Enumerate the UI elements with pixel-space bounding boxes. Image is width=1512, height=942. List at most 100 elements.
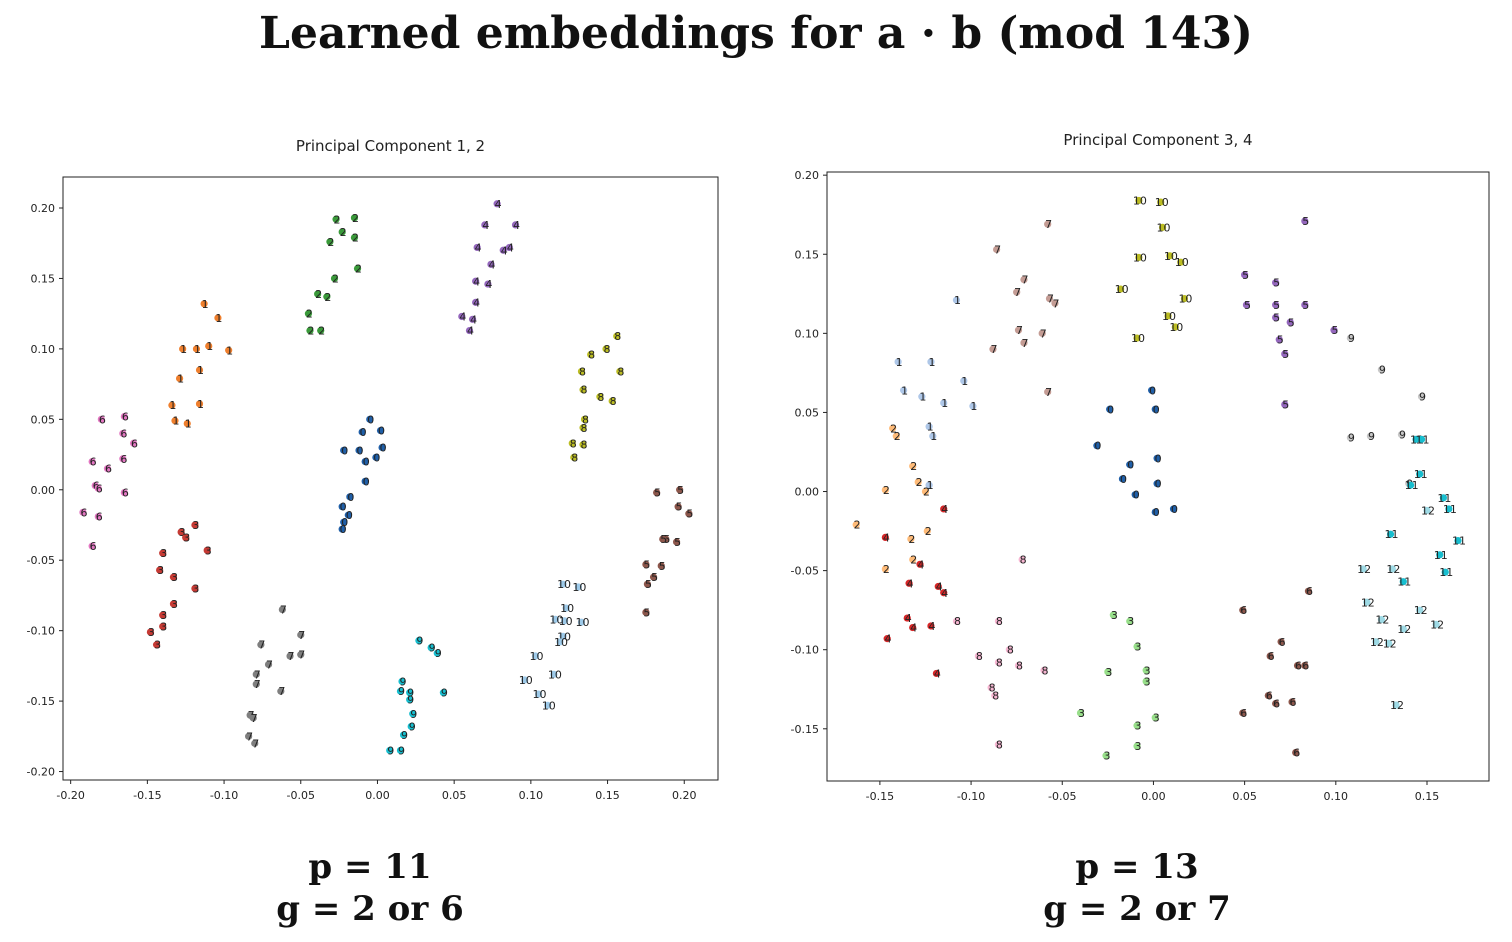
pc12-point-5 (642, 608, 650, 616)
pc12-point-label-1: 1 (215, 312, 222, 325)
pc34-scatter-plot: Principal Component 3, 4 -0.15 -0.10 -0.05 0… (791, 131, 1490, 803)
pc12-point-9 (398, 677, 406, 685)
pc12-point-label-2: 2 (340, 226, 347, 239)
pc12-point-0 (376, 426, 385, 435)
pc12-point-label-6: 6 (122, 411, 129, 424)
pc34-point-label-8: 8 (992, 690, 999, 703)
pc12-point-9 (396, 746, 405, 755)
pc12-point-label-6: 6 (96, 511, 103, 524)
pc34-point-label-11: 11 (1414, 468, 1428, 481)
pc12-point-10 (561, 617, 569, 625)
pc34-point-0 (1148, 386, 1156, 394)
pc34-point-label-6: 6 (1273, 697, 1280, 710)
pc12-point-label-6: 6 (80, 506, 87, 519)
pc34-point-label-4: 4 (936, 580, 943, 593)
pc34-point-label-6: 6 (1293, 747, 1300, 760)
pc34-point-5 (1281, 400, 1289, 409)
pc12-point-label-0: 0 (347, 491, 354, 504)
pc12-point-8 (579, 441, 587, 449)
pc34-point-label-12: 12 (1361, 596, 1375, 609)
pc12-point-label-8: 8 (617, 365, 624, 378)
pc34-point-11 (1445, 505, 1453, 513)
pc12-point-label-7: 7 (278, 685, 285, 698)
pc34-point-7 (1020, 339, 1028, 347)
pc12-point-label-0: 0 (360, 426, 367, 439)
pc12-point-label-2: 2 (334, 213, 341, 226)
pc34-point-12 (1399, 625, 1407, 633)
pc12-point-7 (278, 605, 286, 614)
caption-right-g: g = 2 or 7 (1043, 889, 1231, 929)
pc12-point-0 (338, 503, 346, 511)
pc34-point-3 (1109, 611, 1117, 619)
pc12-point-6 (119, 429, 127, 438)
pc12-point-label-7: 7 (254, 678, 261, 691)
pc12-point-0 (338, 525, 346, 533)
pc12-y-tick-label: -0.05 (27, 554, 55, 567)
pc34-point-label-11: 11 (1452, 535, 1466, 548)
pc12-point-3 (182, 534, 190, 542)
caption-left: p = 11 g = 2 or 6 (170, 846, 570, 930)
pc34-point-label-9: 9 (1379, 364, 1386, 377)
pc34-point-2 (889, 424, 897, 432)
pc12-point-label-4: 4 (501, 244, 508, 257)
pc34-point-7 (1051, 299, 1059, 307)
pc12-point-label-6: 6 (122, 487, 129, 500)
pc34-point-4 (905, 579, 913, 587)
pc34-point-2 (852, 521, 860, 529)
pc34-point-11 (1417, 435, 1426, 443)
pc34-point-label-4: 4 (910, 622, 917, 635)
pc12-point-label-5: 5 (677, 484, 684, 497)
pc34-point-label-8: 8 (996, 615, 1003, 628)
pc12-point-2 (323, 293, 331, 301)
pc34-point-label-5: 5 (1331, 324, 1338, 337)
pc12-point-5 (685, 510, 693, 518)
pc34-point-1 (925, 423, 933, 431)
pc12-point-7 (251, 739, 259, 747)
pc12-point-2 (304, 310, 313, 318)
pc34-point-label-9: 9 (1348, 332, 1355, 345)
pc34-point-10 (1135, 253, 1143, 262)
pc34-point-10 (1166, 252, 1174, 260)
pc34-point-10 (1117, 285, 1125, 293)
pc12-point-label-2: 2 (306, 308, 313, 321)
pc34-point-8 (991, 691, 999, 700)
pc12-point-label-1: 1 (180, 343, 187, 356)
pc34-point-1 (952, 296, 961, 304)
pc12-point-label-1: 1 (202, 298, 209, 311)
pc34-point-label-8: 8 (1007, 644, 1014, 657)
pc34-point-label-6: 6 (1240, 604, 1247, 617)
pc34-point-12 (1359, 565, 1367, 573)
pc34-point-10 (1158, 223, 1167, 231)
pc12-point-5 (674, 503, 682, 511)
pc12-point-label-8: 8 (614, 330, 621, 343)
pc34-point-label-0: 0 (1155, 478, 1162, 491)
pc12-point-label-3: 3 (179, 526, 186, 539)
pc34-point-11 (1436, 551, 1444, 559)
pc12-point-6 (88, 542, 96, 550)
pc12-point-label-9: 9 (398, 685, 405, 698)
pc34-point-label-3: 3 (1135, 720, 1142, 733)
pc12-point-9 (415, 636, 423, 645)
pc34-point-6 (1293, 661, 1302, 670)
pc12-point-label-5: 5 (659, 560, 666, 573)
pc34-point-3 (1133, 642, 1141, 651)
pc12-point-label-9: 9 (409, 720, 416, 733)
pc34-point-7 (1020, 275, 1028, 284)
pc12-point-label-9: 9 (387, 744, 394, 757)
pc34-point-10 (1135, 196, 1143, 205)
pc12-point-8 (602, 345, 610, 353)
pc12-point-0 (361, 457, 369, 466)
pc12-point-label-1: 1 (169, 399, 176, 412)
pc12-point-2 (314, 290, 322, 298)
pc34-y-tick-label: 0.20 (795, 169, 820, 182)
pc12-point-9 (396, 687, 405, 695)
pc34-point-5 (1272, 313, 1280, 322)
pc34-y-tick-label: 0.15 (795, 248, 820, 261)
pc34-y-tick-label: 0.05 (795, 406, 820, 419)
pc12-point-2 (338, 228, 346, 236)
pc12-point-label-4: 4 (470, 313, 477, 326)
pc12-point-label-6: 6 (120, 453, 127, 466)
pc12-point-1 (195, 400, 204, 408)
pc12-point-5 (642, 560, 650, 569)
pc12-point-7 (257, 641, 265, 649)
